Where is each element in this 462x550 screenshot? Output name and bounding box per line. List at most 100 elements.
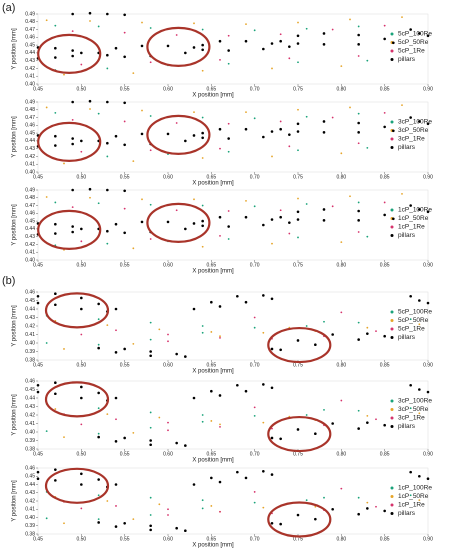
streamline-point xyxy=(366,326,369,329)
streamline-point xyxy=(123,207,126,210)
plot-area xyxy=(37,467,429,535)
streamline-point xyxy=(288,57,291,60)
streamline-point xyxy=(149,238,152,240)
pillar-point xyxy=(71,137,74,140)
streamline-point xyxy=(193,22,195,25)
pillar-point xyxy=(106,53,109,57)
pillar-point xyxy=(331,422,334,425)
x-tick-label: 0.80 xyxy=(336,536,346,542)
streamline-point xyxy=(45,517,48,520)
pillar-point xyxy=(97,521,100,524)
streamline-point xyxy=(297,236,299,239)
pillar-point xyxy=(106,12,109,16)
x-tick-label: 0.50 xyxy=(76,262,86,268)
pillar-point xyxy=(218,127,222,131)
pillar-point xyxy=(244,39,248,43)
pillar-point xyxy=(236,470,239,474)
streamline-point xyxy=(357,25,360,28)
streamline-point xyxy=(97,112,100,115)
streamline-point xyxy=(89,196,91,199)
pillar-point xyxy=(296,122,300,126)
y-tick-label: 0.45 xyxy=(25,387,35,393)
pillar-point xyxy=(270,42,274,45)
streamline-point xyxy=(158,416,161,419)
y-tick-label: 0.38 xyxy=(25,446,35,452)
plot-area xyxy=(37,380,429,450)
legend-marker xyxy=(390,425,394,428)
panel-label: (b) xyxy=(2,275,15,287)
pillar-point xyxy=(236,294,239,298)
pillar-point xyxy=(114,351,118,354)
streamline-point xyxy=(149,338,152,341)
pillar-point xyxy=(36,383,40,387)
pillar-point xyxy=(392,217,395,221)
pillar-point xyxy=(192,307,196,311)
streamline-point xyxy=(123,31,126,34)
streamline-point xyxy=(357,201,360,204)
x-tick-label: 0.70 xyxy=(250,174,260,180)
y-tick-label: 0.41 xyxy=(25,250,35,256)
streamline-point xyxy=(297,149,299,152)
x-tick-label: 0.80 xyxy=(336,262,346,268)
streamline-point xyxy=(80,63,83,66)
pillar-point xyxy=(270,347,274,351)
plot-area xyxy=(37,291,429,361)
streamline-point xyxy=(115,329,117,332)
pillar-point xyxy=(114,525,118,528)
y-tick-label: 0.46 xyxy=(25,123,35,129)
pillar-point xyxy=(383,37,386,41)
pillar-point xyxy=(357,512,360,516)
streamline-point xyxy=(106,67,109,70)
pillar-point xyxy=(140,44,144,48)
pillar-point xyxy=(236,383,239,387)
streamline-point xyxy=(149,149,152,152)
pillar-point xyxy=(184,51,187,55)
pillar-point xyxy=(54,468,57,471)
y-tick-label: 0.48 xyxy=(25,19,35,25)
streamline-point xyxy=(210,420,213,422)
pillar-point xyxy=(140,132,144,136)
pillar-point xyxy=(114,222,118,226)
legend-label: 1cP_100Re xyxy=(398,207,432,214)
pillar-point xyxy=(184,139,187,143)
streamline-point xyxy=(167,429,169,432)
pillar-point xyxy=(288,221,291,224)
streamline-point xyxy=(349,18,351,21)
streamline-point xyxy=(297,108,299,111)
legend-label: 3cP_1Re xyxy=(398,415,425,422)
x-tick-label: 0.45 xyxy=(33,174,43,180)
pillar-point xyxy=(149,439,152,442)
y-tick-label: 0.41 xyxy=(25,162,35,168)
x-tick-label: 0.55 xyxy=(120,262,130,268)
streamline-point xyxy=(401,104,403,107)
pillar-point xyxy=(106,229,109,233)
streamline-point xyxy=(45,430,48,433)
streamline-point xyxy=(271,242,273,245)
pillar-point xyxy=(426,477,430,481)
pillar-point xyxy=(54,303,57,307)
streamline-point xyxy=(271,427,273,430)
pillar-point xyxy=(201,48,204,52)
pillar-point xyxy=(357,219,360,222)
streamline-point xyxy=(132,247,135,250)
pillar-point xyxy=(175,441,178,445)
pillar-point xyxy=(244,389,248,393)
pillar-point xyxy=(418,208,421,211)
pillar-point xyxy=(331,507,334,511)
x-tick-label: 0.80 xyxy=(336,362,346,368)
streamline-point xyxy=(340,65,343,68)
pillar-point xyxy=(418,388,421,391)
legend-marker xyxy=(390,49,394,53)
streamline-point xyxy=(149,321,152,324)
streamline-point xyxy=(63,162,65,165)
legend-label: 3cP_100Re xyxy=(398,119,432,126)
streamline-point xyxy=(262,421,265,424)
x-tick-label: 0.55 xyxy=(120,174,130,180)
streamline-point xyxy=(227,122,230,125)
streamline-point xyxy=(167,421,169,424)
pillar-point xyxy=(262,294,265,297)
x-axis-title: X position [mm] xyxy=(192,269,234,275)
highlight-ring xyxy=(37,121,102,162)
y-tick-label: 0.49 xyxy=(25,11,35,17)
x-tick-label: 0.90 xyxy=(423,262,433,268)
